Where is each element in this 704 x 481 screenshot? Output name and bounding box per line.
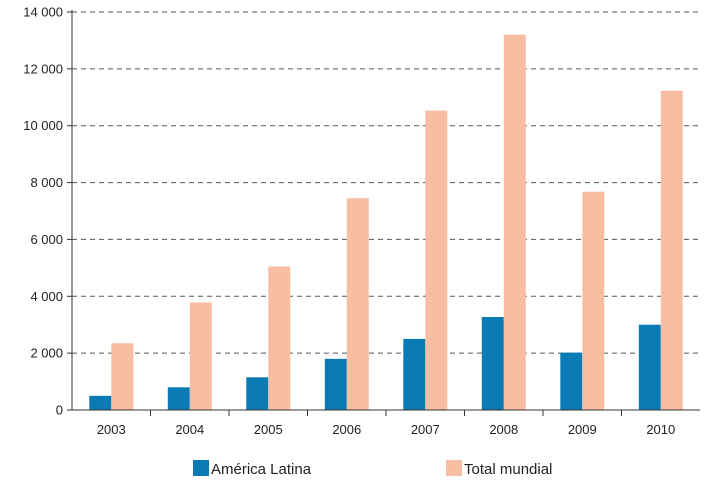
bar-total-mundial-2009: [582, 191, 605, 410]
x-tick-label: 2004: [175, 422, 204, 437]
bar-total-mundial-2010: [660, 90, 683, 410]
bar-total-mundial-2008: [503, 34, 526, 410]
legend-label-america-latina: América Latina: [211, 461, 312, 478]
bar-america-latina-2008: [481, 317, 504, 410]
legend-label-total-mundial: Total mundial: [464, 461, 552, 478]
bar-america-latina-2003: [89, 395, 112, 410]
bar-total-mundial-2005: [268, 266, 291, 410]
y-tick-label: 10 000: [23, 118, 63, 133]
bar-total-mundial-2004: [189, 302, 212, 410]
x-tick-label: 2009: [568, 422, 597, 437]
x-tick-label: 2006: [332, 422, 361, 437]
y-tick-label: 4 000: [30, 289, 63, 304]
x-tick-label: 2005: [254, 422, 283, 437]
x-tick-label: 2003: [97, 422, 126, 437]
bars: [89, 34, 683, 410]
y-tick-label: 12 000: [23, 61, 63, 76]
bar-america-latina-2009: [560, 352, 583, 410]
bar-america-latina-2007: [403, 338, 426, 410]
legend-swatch-america-latina: [193, 460, 209, 476]
bar-america-latina-2004: [167, 387, 190, 410]
x-axis-tick-labels: 2003 2004 2005 2006 2007 2008 2009 2010: [97, 422, 675, 437]
legend: América Latina Total mundial: [193, 460, 552, 478]
grid-lines: [72, 11, 700, 354]
x-tick-label: 2008: [489, 422, 518, 437]
bar-america-latina-2010: [638, 324, 661, 410]
bar-total-mundial-2003: [111, 343, 134, 410]
bar-america-latina-2006: [324, 358, 347, 410]
axes: [67, 10, 700, 416]
legend-swatch-total-mundial: [446, 460, 462, 476]
y-tick-label: 0: [56, 403, 63, 418]
x-tick-label: 2007: [411, 422, 440, 437]
y-tick-label: 2 000: [30, 346, 63, 361]
y-tick-label: 6 000: [30, 232, 63, 247]
y-axis-tick-labels: 0 2 000 4 000 6 000 8 000 10 000 12 000 14 000: [23, 5, 63, 418]
bar-total-mundial-2007: [425, 110, 448, 410]
bar-total-mundial-2006: [346, 198, 369, 410]
y-tick-label: 8 000: [30, 175, 63, 190]
bar-america-latina-2005: [246, 377, 269, 410]
y-tick-label: 14 000: [23, 5, 63, 20]
x-tick-label: 2010: [646, 422, 675, 437]
